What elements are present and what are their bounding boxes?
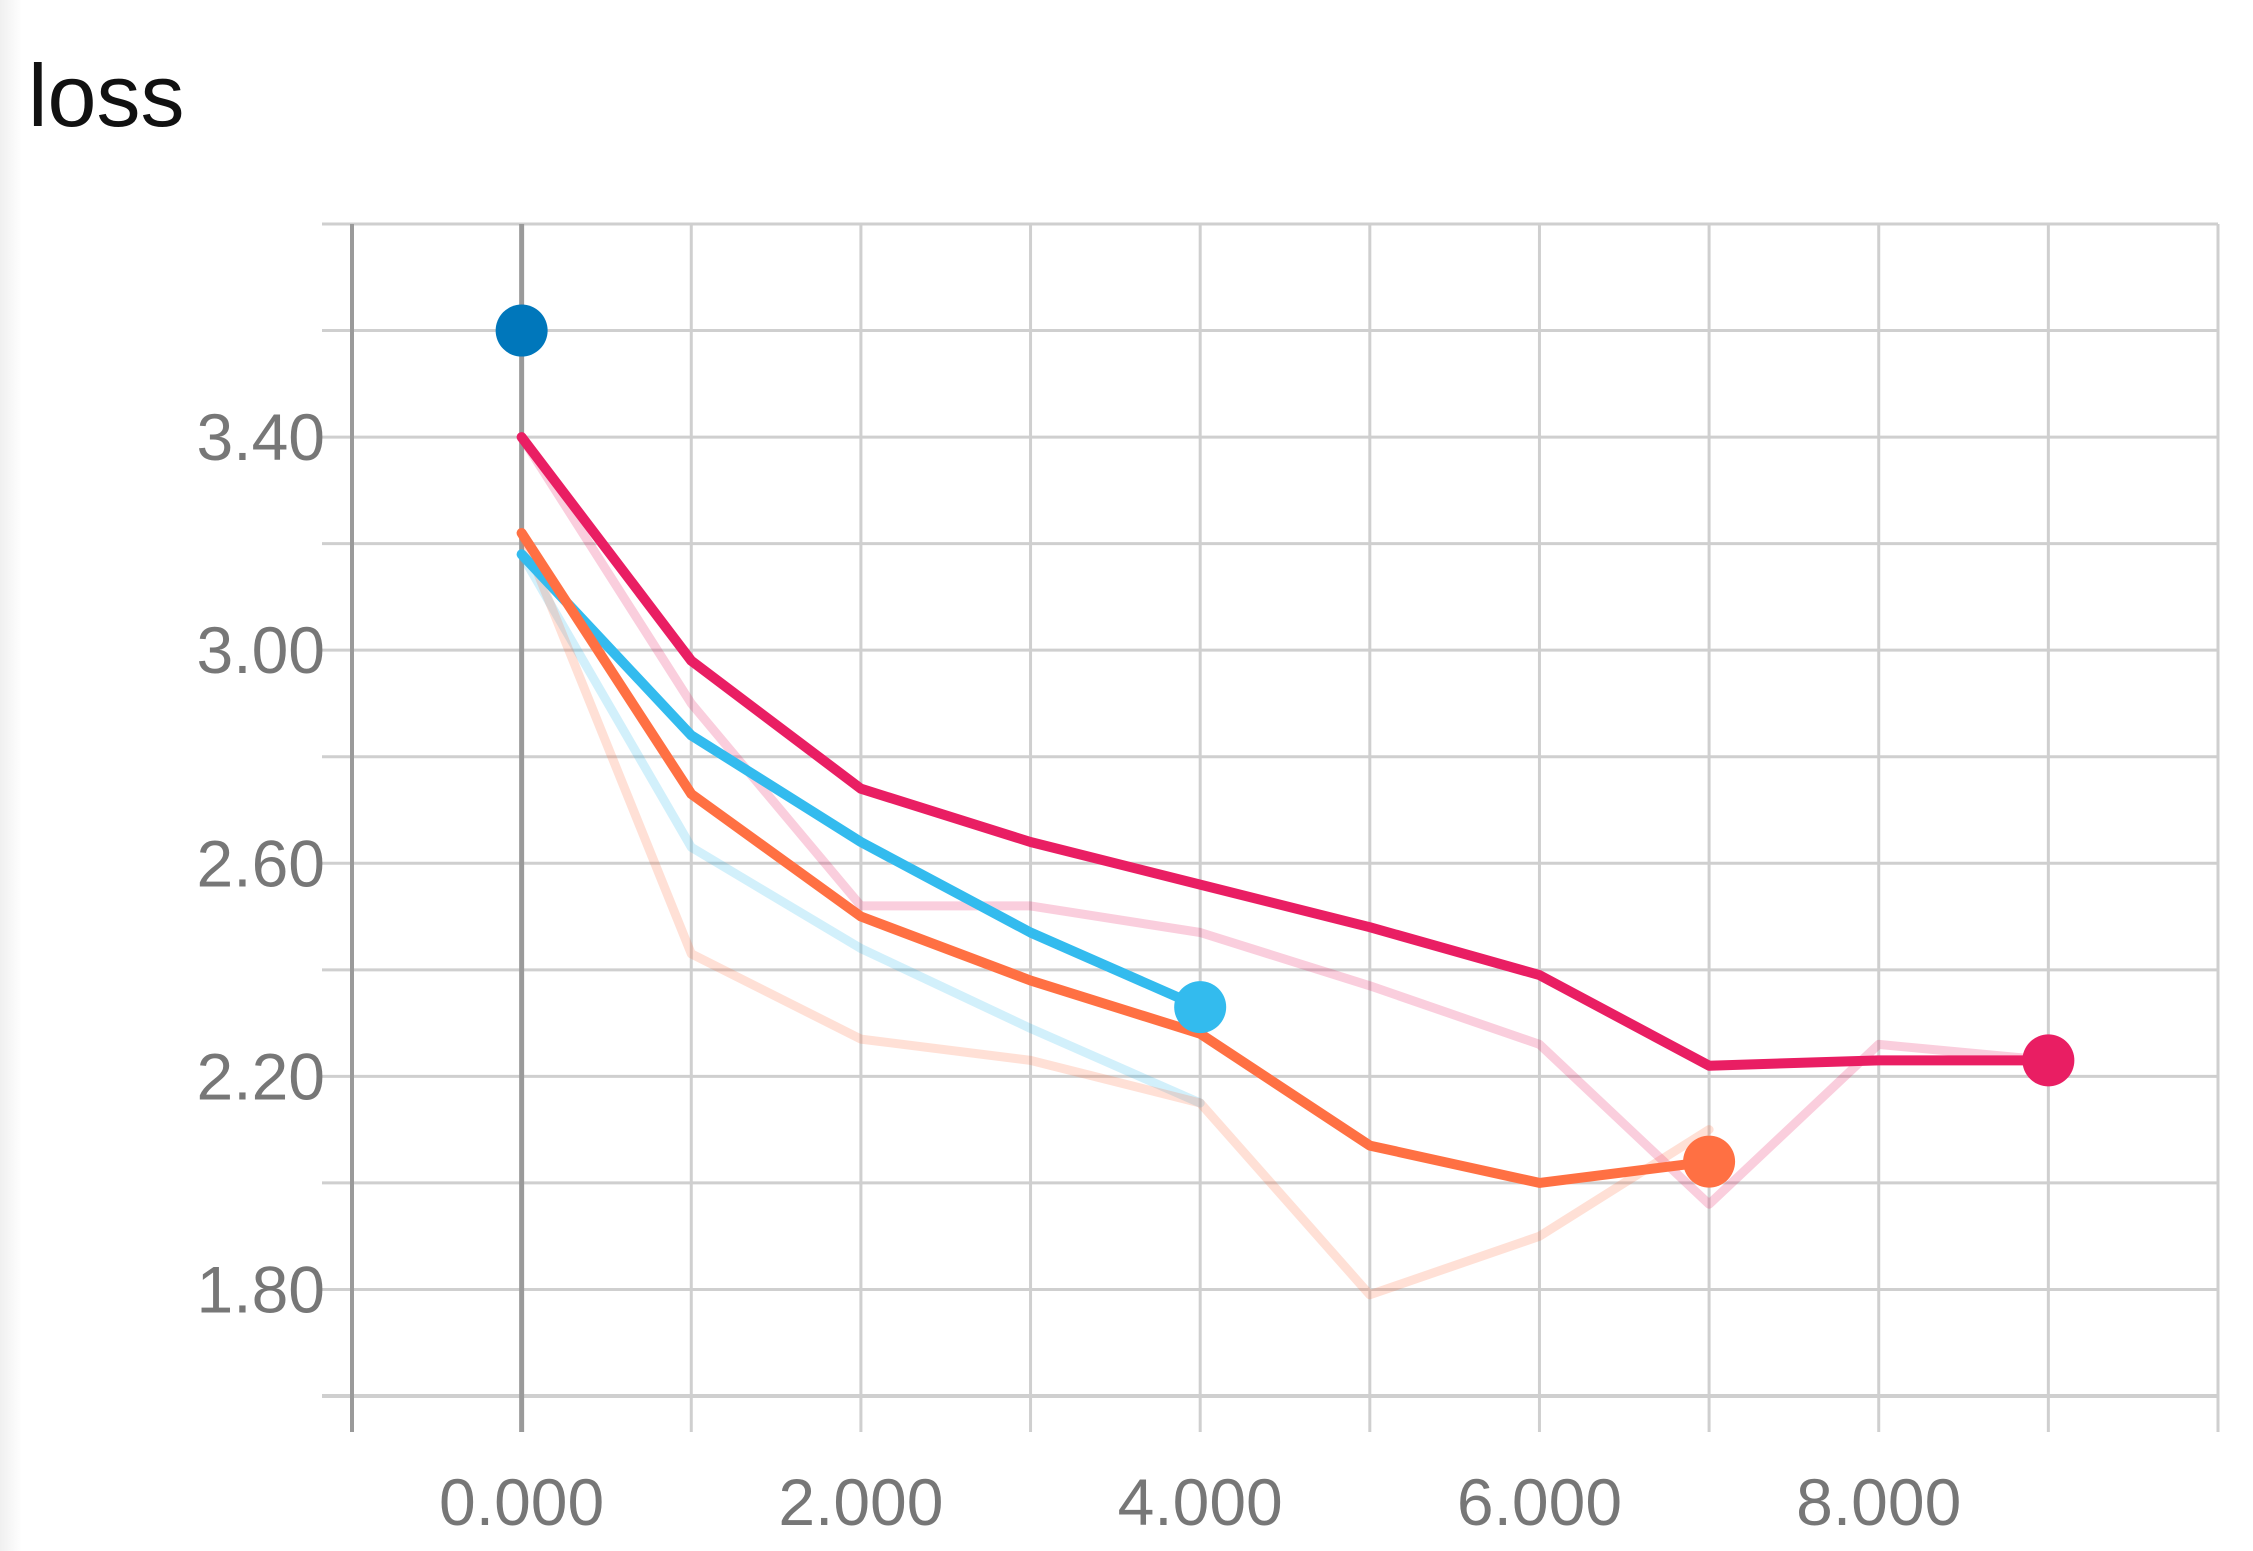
- axes: [322, 224, 2218, 1432]
- tick-labels: 1.80 2.20 2.60 3.00 3.40 0.000 2.000 4.000 6.000…: [197, 400, 1962, 1539]
- endpoint-marker-series-4: [2022, 1034, 2075, 1087]
- smoothed-line-series-3: [516, 528, 1715, 1188]
- smoothed-line-series-4: [516, 432, 2054, 1071]
- y-tick-label: 2.60: [197, 826, 325, 900]
- endpoint-marker-series-1: [495, 304, 548, 357]
- raw-series: [517, 432, 2053, 1300]
- chart-title: loss: [28, 46, 185, 145]
- smoothed-series: [516, 432, 2054, 1188]
- y-tick-label: 3.40: [197, 400, 325, 474]
- x-tick-label: 6.000: [1457, 1465, 1622, 1539]
- x-tick-label: 4.000: [1118, 1465, 1283, 1539]
- raw-line-series-4: [517, 432, 2053, 1209]
- endpoint-marker-series-3: [1683, 1135, 1736, 1188]
- series-endpoints: [495, 304, 2075, 1188]
- y-tick-label: 3.00: [197, 613, 325, 687]
- endpoint-marker-series-2: [1174, 981, 1227, 1034]
- x-tick-label: 2.000: [778, 1465, 943, 1539]
- raw-line-series-3: [517, 528, 1714, 1300]
- y-tick-label: 1.80: [197, 1252, 325, 1326]
- y-tick-label: 2.20: [197, 1039, 325, 1113]
- grid: [322, 222, 2220, 1432]
- x-tick-label: 8.000: [1796, 1465, 1961, 1539]
- x-tick-label: 0.000: [439, 1465, 604, 1539]
- raw-line-series-2: [517, 549, 1205, 1108]
- left-edge-shade: [0, 0, 22, 1551]
- smoothed-line-series-2: [516, 549, 1206, 1013]
